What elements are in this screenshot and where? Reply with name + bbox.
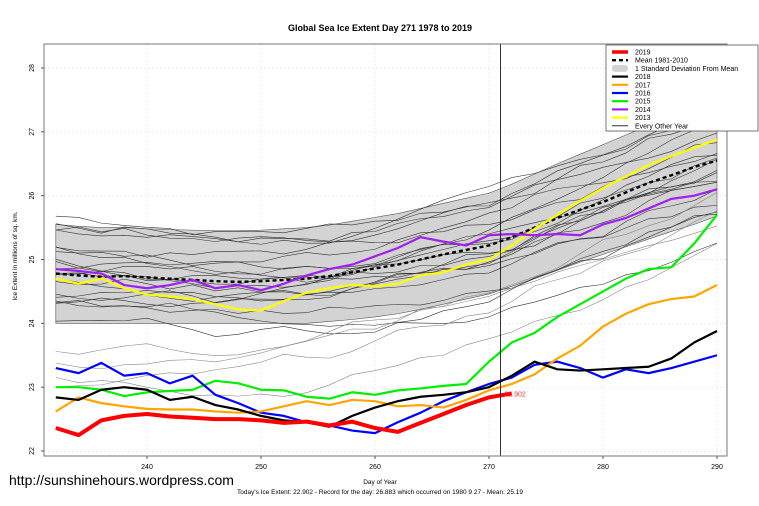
y-tick-label: 28 <box>29 64 36 72</box>
x-axis-label: Day of Year <box>363 479 397 486</box>
y-tick-label: 27 <box>29 128 36 136</box>
every-other-year-line <box>55 169 718 270</box>
legend-label: 2014 <box>635 107 651 114</box>
x-axis: 240 250 260 270 280 290 <box>141 456 723 471</box>
series-lines <box>55 138 718 438</box>
every-other-year-line <box>55 181 718 304</box>
legend-box <box>605 44 759 132</box>
y-tick-label: 22 <box>29 447 36 455</box>
y-tick-label: 26 <box>29 192 36 200</box>
legend-label: 1 Standard Deviation From Mean <box>635 66 738 73</box>
every-other-year-line <box>55 119 718 285</box>
legend-label: Mean 1981-2010 <box>635 58 688 65</box>
legend-label: 2016 <box>635 91 651 98</box>
x-tick-label: 240 <box>141 464 153 471</box>
legend-label: 2017 <box>635 82 651 89</box>
y-tick-label: 24 <box>29 319 36 327</box>
watermark-url: http://sunshinehours.wordpress.com <box>9 472 234 488</box>
every-other-year-line <box>55 210 718 388</box>
every-other-year-line <box>55 181 718 302</box>
legend-label: 2019 <box>635 50 651 57</box>
every-other-year-line <box>55 242 718 337</box>
every-other-year-line <box>55 112 718 243</box>
y-tick-label: 23 <box>29 383 36 391</box>
x-tick-label: 270 <box>483 464 495 471</box>
legend-label: 2015 <box>635 99 651 106</box>
x-tick-label: 250 <box>255 464 267 471</box>
std-dev-band <box>55 105 718 324</box>
every-other-year-line <box>55 106 718 245</box>
x-tick-label: 280 <box>597 464 609 471</box>
plot-frame <box>43 43 728 457</box>
y-axis: 22 23 24 25 26 27 28 <box>29 64 44 455</box>
series-line-2016 <box>55 354 718 435</box>
every-other-year-line <box>55 192 718 356</box>
series-line-2018 <box>55 330 718 428</box>
every-other-year-line <box>55 205 718 302</box>
chart-title: Global Sea Ice Extent Day 271 1978 to 20… <box>288 23 472 33</box>
legend-label: 2018 <box>635 74 651 81</box>
y-tick-label: 25 <box>29 256 36 264</box>
mean-line <box>55 159 718 284</box>
every-other-year-line <box>55 119 718 235</box>
x-tick-label: 290 <box>711 464 723 471</box>
every-other-year-line <box>55 211 718 327</box>
every-other-year-line <box>55 225 718 370</box>
current-value-label: 22.902 <box>504 391 526 398</box>
series-line-2014 <box>55 188 718 292</box>
series-line-2019 <box>55 391 513 438</box>
y-axis-label: Ice Extent in millions of sq. km. <box>12 211 19 300</box>
x-tick-label: 260 <box>369 464 381 471</box>
every-other-year-line <box>55 154 718 281</box>
series-line-2013 <box>55 138 718 312</box>
every-other-year-line <box>55 132 718 243</box>
every-other-year-line <box>55 158 718 296</box>
every-other-year-line <box>55 188 718 308</box>
every-other-year-line <box>55 180 718 275</box>
legend-swatch <box>612 64 628 72</box>
every-other-year-line <box>55 142 718 258</box>
series-line-2015 <box>55 214 718 400</box>
footer-stats: Today's Ice Extent: 22.902 - Record for … <box>237 489 523 496</box>
std-dev-band-area <box>55 105 718 324</box>
legend-label: 2013 <box>635 115 651 122</box>
legend-label: Every Other Year <box>635 123 689 130</box>
every-other-year-line <box>55 213 718 314</box>
every-other-year-lines <box>55 106 718 397</box>
